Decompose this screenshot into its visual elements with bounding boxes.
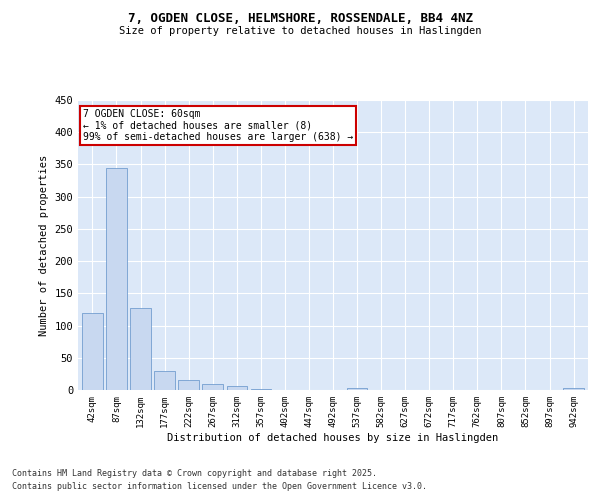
Bar [130, 308, 151, 390]
Bar [82, 312, 103, 390]
Bar [154, 372, 175, 390]
Y-axis label: Number of detached properties: Number of detached properties [39, 154, 49, 336]
Bar [227, 386, 247, 390]
Bar [563, 388, 584, 390]
Bar [347, 388, 367, 390]
Text: Contains public sector information licensed under the Open Government Licence v3: Contains public sector information licen… [12, 482, 427, 491]
Text: Size of property relative to detached houses in Haslingden: Size of property relative to detached ho… [119, 26, 481, 36]
Bar [251, 388, 271, 390]
X-axis label: Distribution of detached houses by size in Haslingden: Distribution of detached houses by size … [167, 432, 499, 442]
Bar [106, 168, 127, 390]
Text: 7, OGDEN CLOSE, HELMSHORE, ROSSENDALE, BB4 4NZ: 7, OGDEN CLOSE, HELMSHORE, ROSSENDALE, B… [128, 12, 473, 26]
Bar [202, 384, 223, 390]
Text: Contains HM Land Registry data © Crown copyright and database right 2025.: Contains HM Land Registry data © Crown c… [12, 468, 377, 477]
Bar [178, 380, 199, 390]
Text: 7 OGDEN CLOSE: 60sqm
← 1% of detached houses are smaller (8)
99% of semi-detache: 7 OGDEN CLOSE: 60sqm ← 1% of detached ho… [83, 108, 353, 142]
